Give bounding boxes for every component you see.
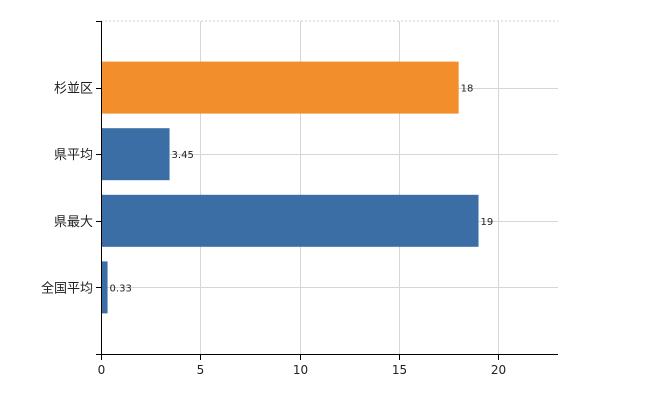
data-label: 19 (481, 217, 494, 228)
data-label: 0.33 (110, 283, 132, 294)
bar (101, 194, 479, 247)
x-tick-label: 0 (98, 363, 106, 377)
bar (101, 128, 170, 181)
x-tick-label: 5 (197, 363, 205, 377)
bar (101, 261, 108, 314)
x-tick-label: 20 (491, 363, 506, 377)
data-label: 18 (461, 84, 474, 95)
x-tick-label: 15 (392, 363, 407, 377)
x-tick-label: 10 (293, 363, 308, 377)
category-label: 杉並区 (54, 82, 93, 97)
bars-group: 18 3.45 19 0.33 (101, 61, 494, 314)
category-label: 県平均 (54, 148, 93, 163)
data-label: 3.45 (172, 150, 194, 161)
category-label: 県最大 (54, 215, 93, 230)
bar (101, 61, 459, 114)
category-label: 全国平均 (41, 280, 93, 296)
